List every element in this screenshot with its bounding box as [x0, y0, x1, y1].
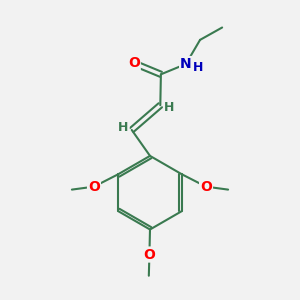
- Text: H: H: [164, 101, 174, 114]
- Text: H: H: [118, 121, 129, 134]
- Text: N: N: [180, 57, 192, 71]
- Text: O: O: [88, 180, 100, 194]
- Text: H: H: [193, 61, 203, 74]
- Text: O: O: [128, 56, 140, 70]
- Text: O: O: [200, 180, 212, 194]
- Text: O: O: [143, 248, 155, 262]
